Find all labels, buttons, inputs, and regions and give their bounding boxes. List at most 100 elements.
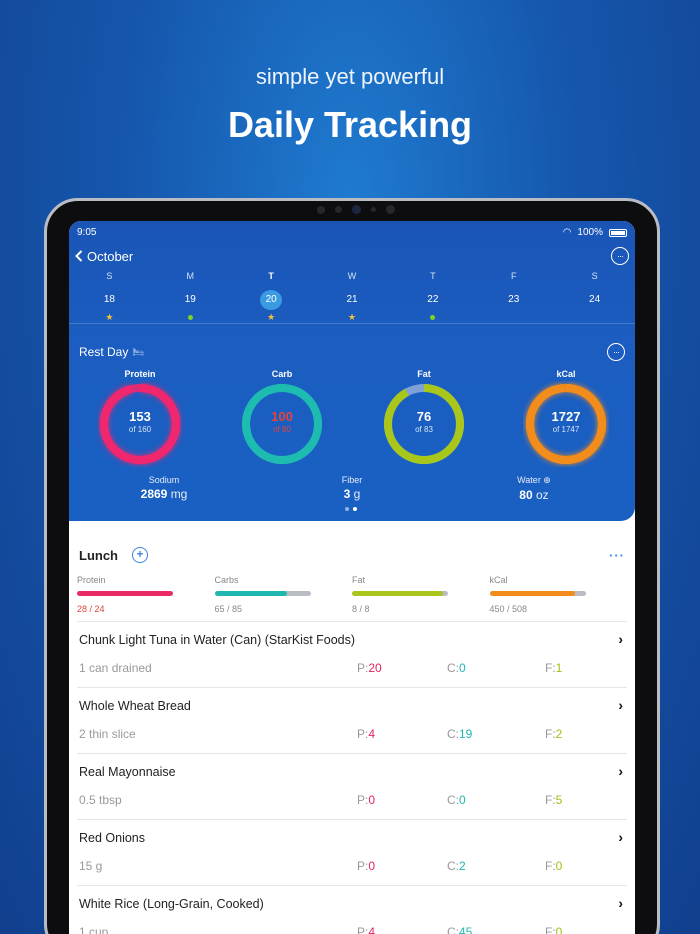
ring-fat[interactable]: Fat 76 of 83 — [381, 369, 467, 467]
ring-chart — [100, 384, 180, 464]
chevron-left-icon — [75, 250, 83, 262]
back-button[interactable]: October — [75, 249, 133, 264]
day-cell[interactable]: S 18 ★ — [69, 271, 150, 322]
ring-label: kCal — [556, 369, 576, 379]
empty-mark — [473, 312, 554, 322]
rest-day-text: Rest Day — [79, 345, 129, 359]
food-row[interactable]: Whole Wheat Bread › 2 thin slice P:4 C:1… — [77, 687, 627, 753]
meal-macro-bars: Protein 28 / 24 Carbs 65 / 85 Fat 8 / 8 … — [77, 575, 627, 614]
food-name: Real Mayonnaise — [79, 765, 176, 779]
macro-value: 450 / 508 — [489, 604, 528, 614]
stat-fiber: Fiber 3 g — [317, 475, 387, 501]
day-date: 22 — [427, 294, 439, 305]
ring-chart — [242, 384, 322, 464]
food-row[interactable]: Real Mayonnaise › 0.5 tbsp P:0 C:0 F:5 — [77, 753, 627, 819]
ring-chart — [526, 384, 606, 464]
stat-value: 2869 — [140, 487, 168, 501]
day-cell[interactable]: M 19 — [150, 271, 231, 322]
food-fat: F:0 — [545, 925, 563, 934]
food-quantity: 15 g — [79, 859, 103, 873]
chevron-right-icon[interactable]: › — [618, 829, 623, 845]
add-food-button[interactable]: + — [132, 547, 148, 563]
wifi-icon: ◠ — [562, 227, 572, 238]
ring-label: Fat — [417, 369, 431, 379]
star-icon: ★ — [105, 312, 114, 322]
macro-carbs: Carbs 65 / 85 — [214, 575, 353, 614]
app-screen: 9:05 ◠ 100% October ··· S 18 ★ M 19 T 20 — [69, 221, 635, 934]
food-carbs: C:0 — [447, 793, 466, 807]
chevron-right-icon[interactable]: › — [618, 895, 623, 911]
page-indicator[interactable] — [345, 507, 357, 511]
macro-progress-bar — [214, 591, 311, 596]
ring-protein[interactable]: Protein 153 of 160 — [97, 369, 183, 467]
ring-value: 1727 — [551, 409, 581, 424]
day-name: W — [347, 271, 357, 281]
ring-kcal[interactable]: kCal 1727 of 1747 — [523, 369, 609, 467]
food-quantity: 1 cup — [79, 925, 109, 934]
macro-kcal: kCal 450 / 508 — [489, 575, 628, 614]
ring-carb[interactable]: Carb 100 of 90 — [239, 369, 325, 467]
star-icon: ★ — [267, 312, 276, 322]
macro-fat: Fat 8 / 8 — [352, 575, 490, 614]
rest-day-label[interactable]: Rest Day 🛏 — [79, 345, 144, 359]
food-fat: F:1 — [545, 661, 563, 675]
chevron-right-icon[interactable]: › — [618, 697, 623, 713]
chevron-right-icon[interactable]: › — [618, 763, 623, 779]
status-bar: 9:05 ◠ 100% — [77, 227, 627, 238]
summary-panel: 9:05 ◠ 100% October ··· S 18 ★ M 19 T 20 — [69, 221, 635, 521]
empty-mark — [554, 312, 635, 322]
header-more-button[interactable]: ··· — [611, 247, 629, 265]
macro-label: Carbs — [214, 575, 239, 585]
stat-sodium: Sodium 2869 mg — [129, 475, 199, 501]
day-cell[interactable]: T 20 ★ — [231, 271, 312, 322]
macro-progress-bar — [77, 591, 173, 596]
food-name: Red Onions — [79, 831, 146, 845]
food-carbs: C:2 — [447, 859, 466, 873]
month-label: October — [87, 248, 134, 264]
stat-value: 3 — [343, 487, 351, 501]
week-strip: S 18 ★ M 19 T 20 ★ W 21 ★ T 22 F 23 S 24 — [69, 271, 635, 322]
day-cell[interactable]: F 23 — [473, 271, 554, 322]
day-date: 21 — [346, 294, 358, 305]
day-name: M — [186, 271, 195, 281]
day-cell[interactable]: S 24 — [554, 271, 635, 322]
stat-unit: mg — [170, 487, 188, 501]
meal-more-button[interactable]: ··· — [609, 547, 625, 563]
food-name: White Rice (Long-Grain, Cooked) — [79, 897, 264, 911]
day-name: T — [268, 271, 274, 281]
day-date: 20 — [260, 290, 283, 310]
day-date: 24 — [589, 294, 601, 305]
food-carbs: C:19 — [447, 727, 473, 741]
macro-progress-bar — [489, 591, 586, 596]
chevron-right-icon[interactable]: › — [618, 631, 623, 647]
food-quantity: 0.5 tbsp — [79, 793, 122, 807]
day-cell[interactable]: W 21 ★ — [312, 271, 393, 322]
stat-water[interactable]: Water ⊕ 80 oz — [499, 475, 569, 502]
food-row[interactable]: White Rice (Long-Grain, Cooked) › 1 cup … — [77, 885, 627, 934]
day-cell[interactable]: T 22 — [392, 271, 473, 322]
day-date: 18 — [103, 294, 115, 305]
food-carbs: C:45 — [447, 925, 473, 934]
food-list: Chunk Light Tuna in Water (Can) (StarKis… — [77, 621, 627, 934]
ring-value: 100 — [271, 409, 293, 424]
day-date: 19 — [184, 294, 196, 305]
summary-more-button[interactable]: ··· — [607, 343, 625, 361]
day-name: S — [591, 271, 598, 281]
food-protein: P:20 — [357, 661, 382, 675]
food-protein: P:4 — [357, 925, 376, 934]
dot-icon — [392, 312, 473, 322]
macro-label: kCal — [489, 575, 508, 585]
camera-bar — [317, 205, 395, 214]
star-icon: ★ — [347, 312, 357, 322]
bed-icon: 🛏 — [132, 346, 144, 357]
food-row[interactable]: Red Onions › 15 g P:0 C:2 F:0 — [77, 819, 627, 885]
meal-title: Lunch — [79, 547, 118, 563]
ring-label: Carb — [271, 369, 293, 379]
food-fat: F:5 — [545, 793, 563, 807]
food-row[interactable]: Chunk Light Tuna in Water (Can) (StarKis… — [77, 621, 627, 687]
divider — [69, 323, 635, 324]
food-carbs: C:0 — [447, 661, 466, 675]
macro-value: 65 / 85 — [214, 604, 243, 614]
battery-percent: 100% — [577, 227, 603, 238]
promo-subtitle: simple yet powerful — [255, 64, 445, 89]
